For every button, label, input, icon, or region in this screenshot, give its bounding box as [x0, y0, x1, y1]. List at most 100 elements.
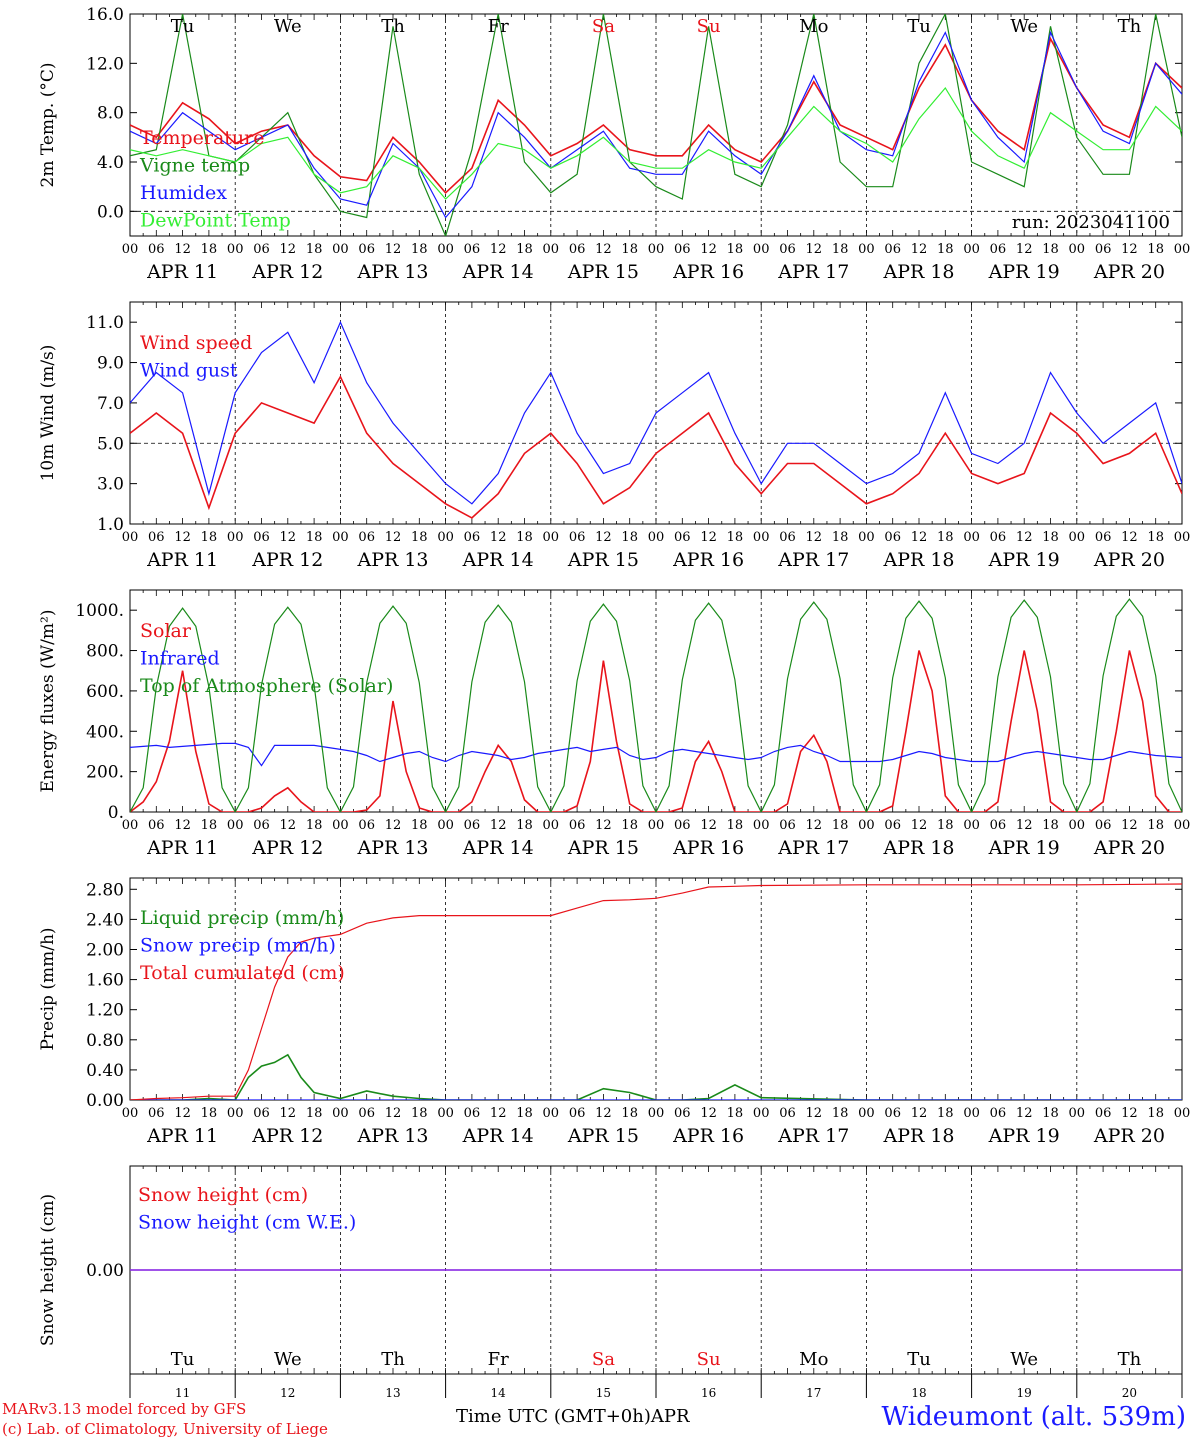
legend-entry: Wind gust	[140, 360, 238, 382]
legend-entry: Wind speed	[140, 332, 252, 354]
lab-credit: (c) Lab. of Climatology, University of L…	[2, 1420, 328, 1438]
hour-label: 00	[1174, 530, 1191, 545]
month-label: APR	[650, 1406, 690, 1427]
hour-label: 18	[516, 818, 533, 833]
date-label: APR 13	[356, 1125, 428, 1147]
hour-label: 18	[201, 530, 218, 545]
model-credit: MARv3.13 model forced by GFS	[2, 1400, 247, 1418]
hour-label: 12	[806, 1106, 823, 1121]
date-label: APR 19	[988, 549, 1060, 571]
date-label: APR 18	[882, 837, 954, 859]
hour-label: 06	[990, 242, 1007, 257]
hour-label: 00	[1069, 530, 1086, 545]
hour-label: 00	[122, 242, 139, 257]
date-label: APR 13	[356, 837, 428, 859]
hour-label: 06	[464, 530, 481, 545]
series-line-3	[130, 883, 1182, 1100]
hour-label: 12	[911, 818, 928, 833]
hour-label: 18	[516, 242, 533, 257]
date-label: APR 16	[672, 549, 744, 571]
weekday-label: Tu	[171, 16, 195, 37]
hour-label: 12	[1121, 530, 1138, 545]
hour-label: 00	[543, 530, 560, 545]
hour-label: 00	[858, 818, 875, 833]
hour-label: 18	[621, 1106, 638, 1121]
weekday-label: Fr	[488, 16, 509, 37]
hour-label: 06	[884, 818, 901, 833]
hour-label: 00	[227, 242, 244, 257]
day-number: 19	[1017, 1386, 1032, 1400]
weekday-label: Th	[381, 16, 405, 37]
legend-entry: Top of Atmosphere (Solar)	[140, 675, 393, 697]
hour-label: 18	[621, 818, 638, 833]
y-tick-label: 2.40	[86, 910, 124, 930]
series-line-1	[130, 1053, 1182, 1100]
hour-label: 12	[595, 818, 612, 833]
hour-label: 00	[963, 818, 980, 833]
y-tick-label: 0.00	[86, 1261, 124, 1281]
hour-label: 12	[280, 1106, 297, 1121]
legend-entry: Snow precip (mm/h)	[140, 935, 336, 957]
date-label: APR 13	[356, 261, 428, 283]
legend-entry: Vigne temp	[139, 155, 250, 177]
hour-label: 00	[543, 242, 560, 257]
hour-label: 12	[1016, 530, 1033, 545]
hour-label: 00	[437, 818, 454, 833]
y-axis-label: Snow height (cm)	[38, 1194, 58, 1346]
y-tick-label: 3.0	[97, 475, 124, 495]
weekday-label: We	[1010, 1349, 1038, 1370]
hour-label: 12	[806, 530, 823, 545]
date-label: APR 19	[988, 261, 1060, 283]
hour-label: 06	[148, 242, 165, 257]
y-tick-label: 2.80	[86, 880, 124, 900]
hour-label: 00	[753, 530, 770, 545]
hour-label: 06	[148, 1106, 165, 1121]
hour-label: 00	[648, 818, 665, 833]
y-tick-label: 1.20	[86, 1001, 124, 1021]
y-tick-label: 1.0	[97, 515, 124, 535]
hour-label: 18	[306, 530, 323, 545]
series-line-4	[130, 86, 1182, 200]
hour-label: 00	[1069, 242, 1086, 257]
hour-label: 18	[1042, 242, 1059, 257]
hour-label: 00	[753, 818, 770, 833]
panel-5: 0.00 Snow height (cm) Snow height (cm) Snow…	[38, 1165, 1183, 1375]
date-label: APR 17	[777, 549, 849, 571]
hour-label: 12	[174, 818, 191, 833]
date-label: APR 18	[882, 261, 954, 283]
day-number: 15	[596, 1386, 611, 1400]
hour-label: 12	[911, 1106, 928, 1121]
hour-label: 00	[122, 1106, 139, 1121]
hour-label: 00	[648, 242, 665, 257]
y-tick-label: 5.0	[97, 434, 124, 454]
hour-label: 18	[1147, 530, 1164, 545]
date-label: APR 12	[251, 837, 323, 859]
hour-label: 06	[674, 530, 691, 545]
hour-label: 18	[201, 1106, 218, 1121]
weekday-label: We	[274, 16, 302, 37]
hour-label: 06	[148, 818, 165, 833]
y-tick-label: 800.	[86, 642, 124, 662]
hour-label: 00	[963, 1106, 980, 1121]
hour-label: 00	[753, 242, 770, 257]
hour-label: 00	[332, 530, 349, 545]
hour-label: 18	[727, 530, 744, 545]
hour-label: 12	[490, 818, 507, 833]
series-line-3	[130, 30, 1182, 219]
hour-label: 00	[543, 1106, 560, 1121]
hour-label: 12	[806, 242, 823, 257]
hour-label: 06	[779, 530, 796, 545]
hour-label: 18	[937, 242, 954, 257]
series-line-1	[130, 36, 1182, 194]
hour-label: 12	[385, 1106, 402, 1121]
hour-label: 18	[411, 242, 428, 257]
date-label: APR 14	[462, 837, 534, 859]
weekday-label: Th	[1118, 16, 1142, 37]
hour-label: 12	[700, 242, 717, 257]
y-tick-label: 0.00	[86, 1091, 124, 1111]
day-number: 16	[701, 1386, 716, 1400]
hour-label: 12	[595, 1106, 612, 1121]
hour-label: 06	[253, 242, 270, 257]
hour-label: 00	[1174, 1106, 1191, 1121]
